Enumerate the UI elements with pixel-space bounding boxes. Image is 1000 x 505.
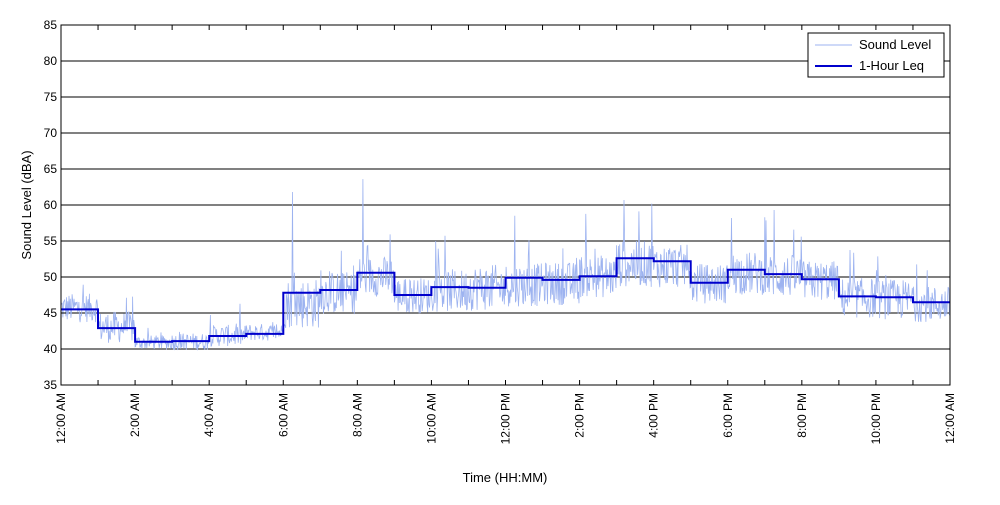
x-tick-label: 10:00 PM bbox=[869, 393, 883, 444]
x-tick-label: 2:00 PM bbox=[573, 393, 587, 438]
legend-label-sound-level: Sound Level bbox=[859, 37, 931, 52]
y-tick-label: 60 bbox=[44, 198, 58, 212]
y-axis-title: Sound Level (dBA) bbox=[19, 150, 34, 259]
legend: Sound Level 1-Hour Leq bbox=[808, 33, 944, 77]
x-tick-label: 8:00 PM bbox=[795, 393, 809, 438]
y-tick-label: 45 bbox=[44, 306, 58, 320]
y-tick-label: 85 bbox=[44, 18, 58, 32]
x-axis-title: Time (HH:MM) bbox=[463, 470, 548, 485]
x-tick-label: 2:00 AM bbox=[128, 393, 142, 437]
y-tick-label: 65 bbox=[44, 162, 58, 176]
x-tick-label: 8:00 AM bbox=[350, 393, 364, 437]
x-tick-label: 10:00 AM bbox=[424, 393, 438, 444]
y-tick-label: 55 bbox=[44, 234, 58, 248]
x-tick-label: 4:00 PM bbox=[647, 393, 661, 438]
y-tick-label: 50 bbox=[44, 270, 58, 284]
y-tick-label: 75 bbox=[44, 90, 58, 104]
x-tick-label: 4:00 AM bbox=[202, 393, 216, 437]
x-tick-label: 6:00 PM bbox=[721, 393, 735, 438]
legend-label-leq: 1-Hour Leq bbox=[859, 58, 924, 73]
x-tick-label: 12:00 PM bbox=[499, 393, 513, 444]
x-tick-label: 12:00 AM bbox=[54, 393, 68, 444]
x-tick-label: 12:00 AM bbox=[943, 393, 957, 444]
x-tick-label: 6:00 AM bbox=[276, 393, 290, 437]
y-tick-label: 70 bbox=[44, 126, 58, 140]
y-tick-label: 35 bbox=[44, 378, 58, 392]
y-tick-label: 40 bbox=[44, 342, 58, 356]
y-tick-label: 80 bbox=[44, 54, 58, 68]
